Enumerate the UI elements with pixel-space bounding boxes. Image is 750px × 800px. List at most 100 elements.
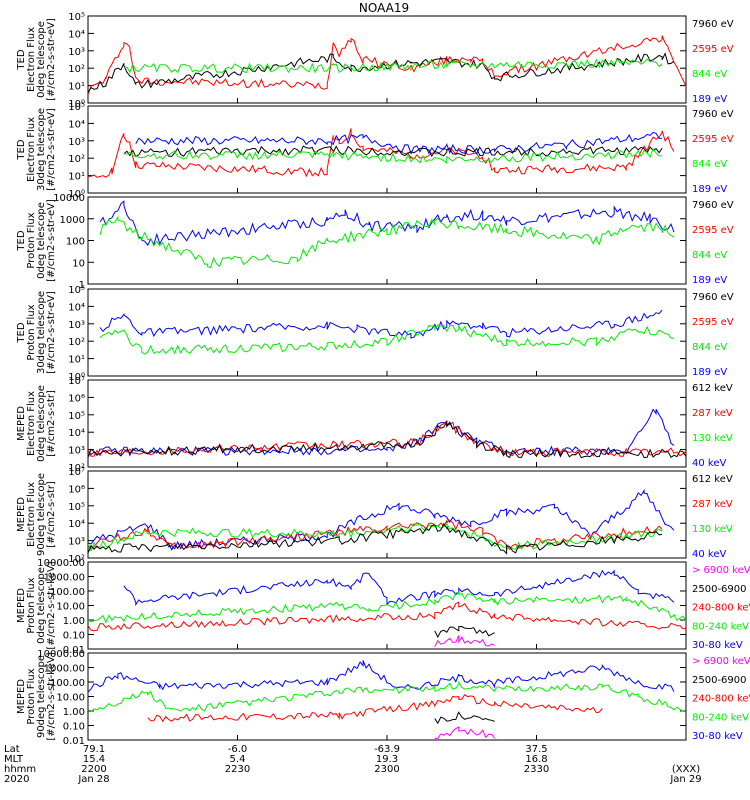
legend-entry: 240-800 keV: [692, 694, 750, 705]
y-tick-label: 10⁵: [68, 502, 85, 513]
panel-frame: [87, 470, 687, 559]
y-tick-label: 10⁰: [68, 372, 85, 383]
legend-entry: > 6900 keV: [692, 565, 750, 576]
y-tick-label: 1.00: [63, 616, 85, 627]
y-tick-label: 1000.00: [44, 573, 85, 584]
y-tick-label: 10⁴: [68, 302, 85, 313]
y-axis-label-line: Proton Flux: [26, 577, 37, 633]
y-tick-label: 10²: [68, 337, 85, 348]
y-axis-label-line: 0deg telescope: [36, 385, 47, 462]
y-axis-label-line: 30deg telescope: [36, 108, 47, 191]
legend-entry: 844 eV: [692, 342, 727, 353]
y-axis-label: TED Proton Flux 0deg telescope [#/cm2-s-str…: [16, 199, 57, 282]
y-tick-label: 10²: [68, 64, 85, 75]
series-trace-red: [147, 694, 603, 723]
y-tick-label: 10¹: [68, 355, 85, 366]
y-tick-label: 100.00: [50, 678, 85, 689]
y-axis-label-line: [#/cm2-s-str-eV]: [46, 18, 57, 101]
y-axis-label-line: 0deg telescope: [36, 202, 47, 279]
y-tick-label: 10³: [68, 137, 85, 148]
series-trace-red: [88, 518, 663, 551]
y-tick-label: 10: [72, 258, 85, 269]
legend-entry: > 6900 keV: [692, 656, 750, 667]
panel-5: 10² 10³ 10⁴ 10⁵ 10⁶ 10⁷ MEPED Electron Flux 0deg…: [16, 376, 733, 474]
y-tick-label: 10⁷: [68, 376, 85, 387]
series-trace-blue: [88, 488, 675, 550]
series-trace-magenta: [434, 726, 495, 740]
x-tick-label: 5.4: [230, 754, 246, 765]
x-tick-label: 2330: [524, 764, 549, 775]
y-tick-label: 10⁵: [68, 102, 85, 113]
x-tick-label: -6.0: [228, 744, 248, 755]
y-axis-label-line: MEPED: [16, 406, 27, 441]
y-tick-label: 1000.00: [44, 664, 85, 675]
x-end-label: (XXX): [672, 764, 700, 775]
y-tick-label: 10³: [68, 47, 85, 58]
y-tick-label: 10⁶: [68, 484, 85, 495]
x-end-label: Jan 29: [669, 774, 701, 785]
legend-entry: 844 eV: [692, 250, 727, 261]
panel-2: 10⁰ 10¹ 10² 10³ 10⁴ 10⁵ TED Electron Flux 30deg …: [16, 102, 734, 200]
x-tick-label: 15.4: [83, 754, 105, 765]
y-axis-label-line: TED: [16, 230, 27, 251]
panel-4: 10⁰ 10¹ 10² 10³ 10⁴ 10⁵ TED Proton Flux 30deg te…: [16, 285, 734, 383]
y-tick-label: 10²: [68, 463, 85, 474]
panel-frame: [87, 561, 687, 650]
y-axis-label-line: TED: [16, 139, 27, 160]
y-axis-label-line: [#/cm2-s-str]: [46, 390, 57, 457]
series-trace-black: [88, 421, 686, 459]
panel-frame: [87, 379, 687, 468]
y-axis-label-line: [#/cm2-s-str]: [46, 481, 57, 548]
x-tick-label: 2300: [374, 764, 399, 775]
x-tick-label: Jan 28: [77, 774, 109, 785]
series-trace-green: [99, 215, 675, 269]
x-tick-label: 2230: [225, 764, 250, 775]
y-tick-label: 10⁵: [68, 411, 85, 422]
x-row-label: 2020: [4, 774, 29, 785]
y-tick-label: 100: [66, 237, 85, 248]
legend-entry: 287 keV: [692, 408, 733, 419]
y-axis-label-line: 90deg telescope: [36, 655, 47, 738]
y-tick-label: 10⁷: [68, 467, 85, 478]
y-tick-label: 10⁰: [68, 189, 85, 200]
series-trace-green: [123, 58, 663, 74]
y-axis-label-line: [#/cm2-s-str-keV]: [46, 561, 57, 649]
legend-entry: 612 keV: [692, 474, 733, 485]
y-axis-label-line: [#/cm2-s-str-eV]: [46, 199, 57, 282]
x-row-label: hhmm: [4, 764, 36, 775]
panel-frame: [87, 652, 687, 741]
y-axis-label-line: Proton Flux: [26, 668, 37, 724]
series-trace-black: [434, 711, 495, 725]
legend-entry: 844 eV: [692, 69, 727, 80]
y-tick-label: 10⁴: [68, 119, 85, 130]
legend-entry: 130 keV: [692, 433, 733, 444]
y-tick-label: 10⁶: [68, 393, 85, 404]
y-tick-label: 0.10: [63, 722, 85, 733]
series-trace-black: [434, 625, 495, 639]
y-axis-label-line: 90deg telescope: [36, 473, 47, 556]
y-tick-label: 10.00: [56, 693, 85, 704]
y-axis-label-line: TED: [16, 322, 27, 343]
x-tick-label: -63.9: [374, 744, 400, 755]
x-tick-label: 16.8: [525, 754, 547, 765]
y-axis-label: TED Electron Flux 30deg telescope [#/cm2-s-…: [16, 108, 57, 191]
y-tick-label: 10⁴: [68, 428, 85, 439]
legend-entry: 189 eV: [692, 367, 727, 378]
y-tick-label: 10²: [68, 154, 85, 165]
panel-frame: [87, 196, 687, 285]
y-tick-label: 1: [79, 280, 85, 291]
y-axis-label-line: 30deg telescope: [36, 291, 47, 374]
y-axis-label-line: TED: [16, 49, 27, 70]
y-tick-label: 0.10: [63, 631, 85, 642]
series-trace-magenta: [434, 635, 495, 647]
legend-entry: 2595 eV: [692, 44, 734, 55]
y-axis-label-line: [#/cm2-s-str-keV]: [46, 652, 57, 740]
legend-entry: 40 keV: [692, 549, 726, 560]
legend-entry: 2500-6900: [692, 675, 747, 686]
y-axis-label-line: Proton Flux: [26, 212, 37, 268]
y-axis-label-line: Electron Flux: [26, 391, 37, 456]
y-axis-label-line: 0deg telescope: [36, 21, 47, 98]
series-trace-green: [88, 680, 686, 713]
